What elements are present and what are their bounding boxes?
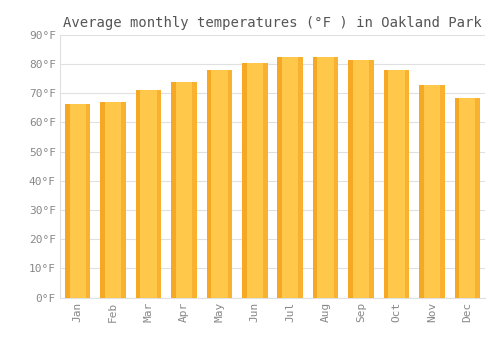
FancyBboxPatch shape [348, 60, 353, 298]
FancyBboxPatch shape [298, 57, 303, 298]
FancyBboxPatch shape [384, 70, 388, 298]
FancyBboxPatch shape [100, 102, 126, 298]
FancyBboxPatch shape [440, 85, 444, 298]
FancyBboxPatch shape [206, 70, 232, 298]
FancyBboxPatch shape [65, 104, 90, 298]
FancyBboxPatch shape [369, 60, 374, 298]
FancyBboxPatch shape [476, 98, 480, 298]
FancyBboxPatch shape [171, 82, 176, 298]
FancyBboxPatch shape [404, 70, 409, 298]
FancyBboxPatch shape [419, 85, 424, 298]
FancyBboxPatch shape [263, 63, 268, 298]
FancyBboxPatch shape [313, 57, 338, 298]
FancyBboxPatch shape [192, 82, 196, 298]
FancyBboxPatch shape [156, 90, 162, 298]
FancyBboxPatch shape [334, 57, 338, 298]
FancyBboxPatch shape [206, 70, 211, 298]
FancyBboxPatch shape [313, 57, 318, 298]
FancyBboxPatch shape [136, 90, 162, 298]
FancyBboxPatch shape [278, 57, 282, 298]
FancyBboxPatch shape [171, 82, 196, 298]
FancyBboxPatch shape [86, 104, 90, 298]
FancyBboxPatch shape [384, 70, 409, 298]
FancyBboxPatch shape [454, 98, 480, 298]
FancyBboxPatch shape [136, 90, 140, 298]
FancyBboxPatch shape [122, 102, 126, 298]
FancyBboxPatch shape [100, 102, 105, 298]
FancyBboxPatch shape [242, 63, 246, 298]
FancyBboxPatch shape [348, 60, 374, 298]
FancyBboxPatch shape [228, 70, 232, 298]
Title: Average monthly temperatures (°F ) in Oakland Park: Average monthly temperatures (°F ) in Oa… [63, 16, 482, 30]
FancyBboxPatch shape [65, 104, 70, 298]
FancyBboxPatch shape [454, 98, 459, 298]
FancyBboxPatch shape [242, 63, 268, 298]
FancyBboxPatch shape [419, 85, 444, 298]
FancyBboxPatch shape [278, 57, 303, 298]
